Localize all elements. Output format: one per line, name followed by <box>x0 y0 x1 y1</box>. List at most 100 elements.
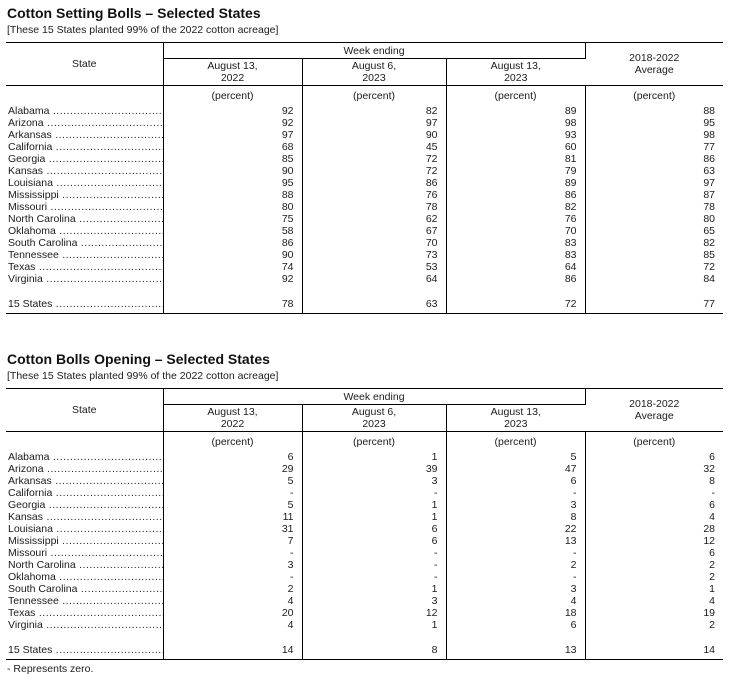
state-cell: California .............................… <box>6 141 163 153</box>
value-cell: - <box>301 547 446 559</box>
value-cell <box>445 631 585 643</box>
value-cell: 3 <box>162 559 302 571</box>
state-cell: Kansas .................................… <box>6 165 163 177</box>
value-cell: 13 <box>445 535 585 547</box>
dot-leader: ........................................… <box>48 153 163 165</box>
value-cell: - <box>162 487 302 499</box>
state-cell: Oklahoma ...............................… <box>6 225 163 237</box>
state-name: Louisiana <box>8 523 53 535</box>
value-cell: 85 <box>162 153 302 165</box>
value-cell: - <box>162 547 302 559</box>
state-cell: Louisiana ..............................… <box>6 523 163 535</box>
state-cell: Mississippi ............................… <box>6 535 163 547</box>
table-row: Louisiana ..............................… <box>6 177 723 189</box>
value-cell: 5 <box>445 451 585 463</box>
state-cell: Mississippi ............................… <box>6 189 163 201</box>
value-cell: 3 <box>301 595 446 607</box>
dot-leader: ........................................… <box>55 141 163 153</box>
value-cell: 72 <box>301 153 446 165</box>
value-cell: 6 <box>584 451 723 463</box>
state-cell: Louisiana ..............................… <box>6 177 163 189</box>
unit-cell: (percent) <box>445 431 585 451</box>
state-name: Kansas <box>8 511 44 523</box>
value-cell: 80 <box>584 213 723 225</box>
state-cell: South Carolina .........................… <box>6 583 163 595</box>
value-cell: 85 <box>584 249 723 261</box>
header-line: 2022 <box>220 418 245 430</box>
value-cell: - <box>445 571 585 583</box>
header-line: August 13, <box>490 406 541 418</box>
value-cell: 5 <box>162 475 302 487</box>
value-cell: 92 <box>162 273 302 285</box>
dot-leader: ........................................… <box>62 535 163 547</box>
value-cell: 32 <box>584 463 723 475</box>
value-cell: 86 <box>445 189 585 201</box>
dot-leader: ........................................… <box>62 595 163 607</box>
state-cell: Arizona ................................… <box>6 117 163 129</box>
state-name: Missouri <box>8 547 48 559</box>
value-cell: 4 <box>584 595 723 607</box>
value-cell: 82 <box>445 201 585 213</box>
table-row: Arizona ................................… <box>6 463 723 475</box>
table-row: Arizona ................................… <box>6 117 723 129</box>
value-cell: 86 <box>162 237 302 249</box>
value-cell: 78 <box>584 201 723 213</box>
table-row: North Carolina .........................… <box>6 559 723 571</box>
value-cell: 29 <box>162 463 302 475</box>
value-cell: 74 <box>162 261 302 273</box>
value-cell: 28 <box>584 523 723 535</box>
dot-leader: ........................................… <box>55 129 163 141</box>
value-cell: 11 <box>162 511 302 523</box>
header-line: August 6, <box>351 60 397 72</box>
value-cell: 12 <box>301 607 446 619</box>
value-cell: - <box>584 487 723 499</box>
value-cell: 98 <box>584 129 723 141</box>
unit-cell: (percent) <box>301 431 446 451</box>
value-cell: 20 <box>162 607 302 619</box>
value-cell: 2 <box>584 619 723 631</box>
dot-leader: ........................................… <box>52 451 163 463</box>
state-name: California <box>8 141 53 153</box>
unit-cell-empty <box>6 86 163 106</box>
value-cell: 6 <box>584 499 723 511</box>
unit-cell: (percent) <box>584 431 723 451</box>
value-cell: 95 <box>162 177 302 189</box>
value-cell: 87 <box>584 189 723 201</box>
value-cell: 47 <box>445 463 585 475</box>
state-cell: Missouri ...............................… <box>6 547 163 559</box>
value-cell: 77 <box>584 141 723 153</box>
state-name: Arizona <box>8 117 44 129</box>
value-cell <box>584 285 723 297</box>
value-cell: 3 <box>301 475 446 487</box>
state-cell: Alabama ................................… <box>6 451 163 463</box>
value-cell: 45 <box>301 141 446 153</box>
state-cell: Kansas .................................… <box>6 511 163 523</box>
table-row: Kansas .................................… <box>6 165 723 177</box>
value-cell: 31 <box>162 523 302 535</box>
value-cell: 60 <box>445 141 585 153</box>
value-cell: 8 <box>301 643 446 660</box>
value-cell: 13 <box>445 643 585 660</box>
value-cell: 78 <box>162 297 302 314</box>
value-cell: 62 <box>301 213 446 225</box>
value-cell: 89 <box>445 105 585 117</box>
state-cell: Virginia ...............................… <box>6 273 163 285</box>
value-cell: 97 <box>584 177 723 189</box>
table-row: Oklahoma ...............................… <box>6 571 723 583</box>
state-name: Oklahoma <box>8 225 56 237</box>
state-name: South Carolina <box>8 237 78 249</box>
bolls-opening-title: Cotton Bolls Opening – Selected States <box>7 351 270 367</box>
value-cell: 86 <box>445 273 585 285</box>
week-ending-header: Week ending <box>162 42 586 59</box>
week-ending-header: Week ending <box>162 388 586 405</box>
value-cell: 89 <box>445 177 585 189</box>
value-cell: 1 <box>301 583 446 595</box>
value-cell: 70 <box>445 225 585 237</box>
value-cell: 19 <box>584 607 723 619</box>
state-name: Virginia <box>8 619 43 631</box>
average-column-header: 2018-2022 Average <box>585 42 723 86</box>
value-cell: 90 <box>162 249 302 261</box>
value-cell: 92 <box>162 105 302 117</box>
value-cell: 80 <box>162 201 302 213</box>
table-row: Alabama ................................… <box>6 451 723 463</box>
